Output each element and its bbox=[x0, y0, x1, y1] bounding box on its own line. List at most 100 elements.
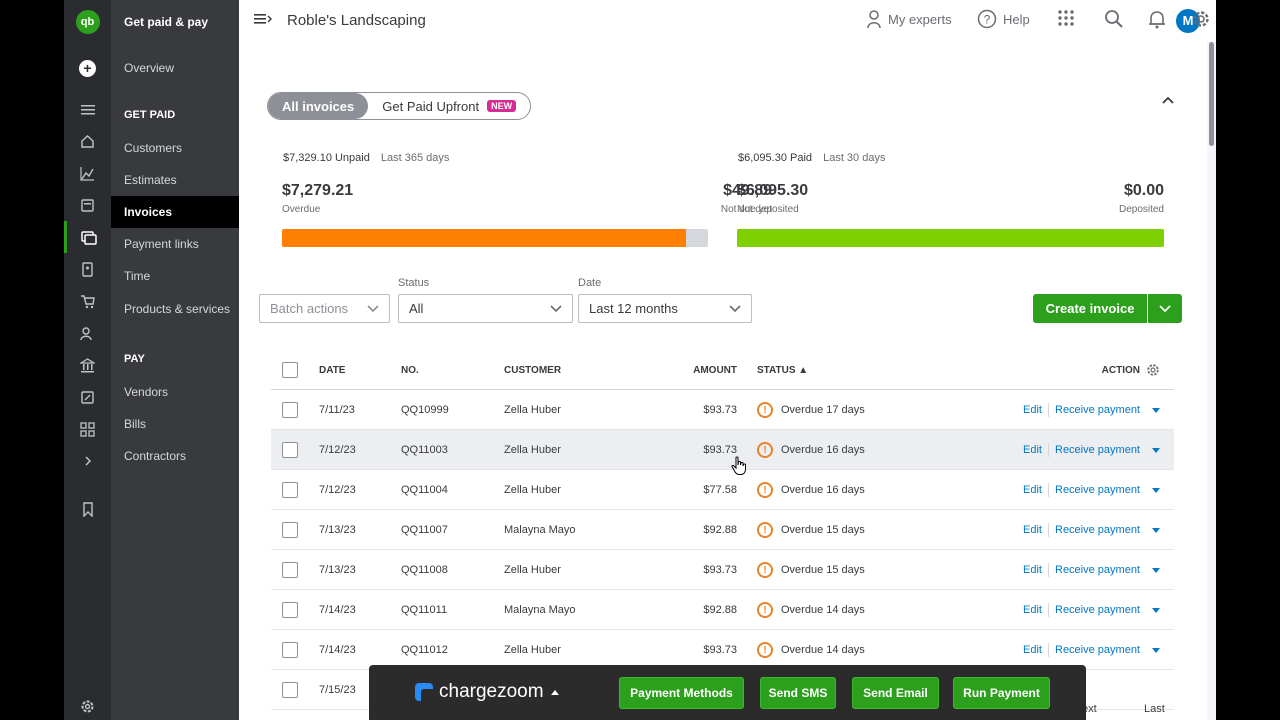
bank-icon[interactable] bbox=[64, 349, 111, 381]
bookmark-icon[interactable] bbox=[64, 493, 111, 525]
receive-payment-link[interactable]: Receive payment bbox=[1055, 484, 1140, 496]
send-sms-button[interactable]: Send SMS bbox=[760, 677, 836, 709]
nav-item-time[interactable]: Time bbox=[124, 269, 151, 283]
more-actions-caret-icon[interactable] bbox=[1152, 487, 1160, 493]
collapse-nav-icon[interactable] bbox=[254, 12, 272, 31]
reports-icon[interactable] bbox=[64, 157, 111, 189]
my-experts-button[interactable]: My experts bbox=[866, 9, 952, 29]
overdue-warning-icon: ! bbox=[757, 442, 773, 458]
create-invoice-menu-button[interactable] bbox=[1148, 294, 1182, 323]
select-all-checkbox[interactable] bbox=[282, 350, 298, 390]
receive-payment-link[interactable]: Receive payment bbox=[1055, 404, 1140, 416]
nav-item-bills[interactable]: Bills bbox=[124, 417, 147, 431]
nav-item-customers[interactable]: Customers bbox=[124, 141, 183, 155]
get-paid-icon[interactable] bbox=[64, 221, 111, 253]
paid-progress-bar[interactable] bbox=[737, 229, 1164, 247]
row-checkbox[interactable] bbox=[282, 430, 298, 470]
chevron-right-icon[interactable] bbox=[64, 445, 111, 477]
quickbooks-logo-icon[interactable]: qb bbox=[64, 6, 111, 38]
unpaid-progress-bar[interactable] bbox=[282, 229, 708, 247]
accounting-icon[interactable] bbox=[64, 189, 111, 221]
receive-payment-link[interactable]: Receive payment bbox=[1055, 604, 1140, 616]
apps-grid-icon[interactable] bbox=[1057, 9, 1075, 27]
row-checkbox[interactable] bbox=[282, 510, 298, 550]
payment-methods-button[interactable]: Payment Methods bbox=[619, 677, 744, 709]
more-actions-caret-icon[interactable] bbox=[1152, 407, 1160, 413]
edit-link[interactable]: Edit bbox=[1023, 484, 1042, 496]
table-row[interactable]: 7/11/23 QQ10999 Zella Huber $93.73 ! Ove… bbox=[271, 390, 1174, 430]
tab-get-paid-upfront[interactable]: Get Paid Upfront NEW bbox=[368, 93, 530, 119]
date-filter-dropdown[interactable]: Last 12 months bbox=[578, 294, 752, 323]
nav-item-estimates[interactable]: Estimates bbox=[124, 173, 177, 187]
nav-item-products-services[interactable]: Products & services bbox=[124, 302, 231, 316]
status-filter-dropdown[interactable]: All bbox=[398, 294, 573, 323]
more-actions-caret-icon[interactable] bbox=[1152, 527, 1160, 533]
create-new-icon[interactable]: + bbox=[64, 52, 111, 84]
notifications-bell-icon[interactable] bbox=[1148, 9, 1166, 29]
table-settings-gear-icon[interactable] bbox=[1146, 363, 1160, 377]
column-status[interactable]: STATUS ▲ bbox=[757, 364, 809, 376]
scrollbar-thumb[interactable] bbox=[1209, 42, 1214, 146]
send-email-button[interactable]: Send Email bbox=[852, 677, 939, 709]
table-row[interactable]: 7/12/23 QQ11004 Zella Huber $77.58 ! Ove… bbox=[271, 470, 1174, 510]
settings-icon[interactable] bbox=[1191, 9, 1211, 34]
column-date[interactable]: DATE bbox=[319, 364, 346, 376]
receive-payment-link[interactable]: Receive payment bbox=[1055, 444, 1140, 456]
person-icon bbox=[867, 10, 881, 29]
create-invoice-button[interactable]: Create invoice bbox=[1033, 294, 1147, 323]
apps-icon[interactable] bbox=[64, 413, 111, 445]
tab-all-invoices[interactable]: All invoices bbox=[268, 93, 369, 119]
menu-icon[interactable] bbox=[64, 94, 111, 126]
chevron-up-icon[interactable] bbox=[1161, 92, 1175, 110]
edit-link[interactable]: Edit bbox=[1023, 444, 1042, 456]
cart-icon[interactable] bbox=[64, 285, 111, 317]
people-icon[interactable] bbox=[64, 317, 111, 349]
receive-payment-link[interactable]: Receive payment bbox=[1055, 644, 1140, 656]
more-actions-caret-icon[interactable] bbox=[1152, 607, 1160, 613]
nav-item-contractors[interactable]: Contractors bbox=[124, 449, 187, 463]
edit-link[interactable]: Edit bbox=[1023, 604, 1042, 616]
row-checkbox[interactable] bbox=[282, 390, 298, 430]
table-row[interactable]: 7/13/23 QQ11007 Malayna Mayo $92.88 ! Ov… bbox=[271, 510, 1174, 550]
column-no[interactable]: NO. bbox=[401, 364, 419, 376]
edit-link[interactable]: Edit bbox=[1023, 644, 1042, 656]
column-amount[interactable]: AMOUNT bbox=[693, 364, 737, 376]
row-checkbox[interactable] bbox=[282, 670, 298, 710]
settings-gear-icon[interactable] bbox=[64, 690, 111, 720]
row-checkbox[interactable] bbox=[282, 470, 298, 510]
page-scrollbar[interactable] bbox=[1207, 42, 1216, 720]
receive-payment-link[interactable]: Receive payment bbox=[1055, 564, 1140, 576]
table-row[interactable]: 7/12/23 QQ11003 Zella Huber $93.73 ! Ove… bbox=[271, 430, 1174, 470]
more-actions-caret-icon[interactable] bbox=[1152, 567, 1160, 573]
tax-icon[interactable] bbox=[64, 381, 111, 413]
nav-item-payment-links[interactable]: Payment links bbox=[124, 237, 199, 251]
pager-last-link[interactable]: Last bbox=[1144, 703, 1165, 715]
not-deposited-amount[interactable]: $6,095.30 bbox=[737, 182, 809, 199]
chargezoom-logo[interactable]: chargezoom bbox=[415, 681, 560, 703]
not-due-amount[interactable]: $49.89 bbox=[723, 182, 772, 199]
deposited-amount[interactable]: $0.00 bbox=[1123, 182, 1164, 199]
run-payment-button[interactable]: Run Payment bbox=[953, 677, 1050, 709]
edit-link[interactable]: Edit bbox=[1023, 404, 1042, 416]
row-checkbox[interactable] bbox=[282, 590, 298, 630]
nav-item-invoices[interactable]: Invoices bbox=[111, 196, 239, 228]
receive-payment-link[interactable]: Receive payment bbox=[1055, 524, 1140, 536]
search-icon[interactable] bbox=[1104, 9, 1124, 29]
home-icon[interactable] bbox=[64, 125, 111, 157]
payroll-icon[interactable] bbox=[64, 253, 111, 285]
overdue-amount[interactable]: $7,279.21 bbox=[282, 182, 354, 199]
table-row[interactable]: 7/13/23 QQ11008 Zella Huber $93.73 ! Ove… bbox=[271, 550, 1174, 590]
nav-item-vendors[interactable]: Vendors bbox=[124, 385, 169, 399]
edit-link[interactable]: Edit bbox=[1023, 564, 1042, 576]
edit-link[interactable]: Edit bbox=[1023, 524, 1042, 536]
batch-actions-dropdown[interactable]: Batch actions bbox=[259, 294, 390, 323]
nav-item-overview[interactable]: Overview bbox=[124, 61, 175, 75]
more-actions-caret-icon[interactable] bbox=[1152, 647, 1160, 653]
table-row[interactable]: 7/14/23 QQ11011 Malayna Mayo $92.88 ! Ov… bbox=[271, 590, 1174, 630]
table-row[interactable]: 7/14/23 QQ11012 Zella Huber $93.73 ! Ove… bbox=[271, 630, 1174, 670]
more-actions-caret-icon[interactable] bbox=[1152, 447, 1160, 453]
row-checkbox[interactable] bbox=[282, 630, 298, 670]
row-checkbox[interactable] bbox=[282, 550, 298, 590]
column-customer[interactable]: CUSTOMER bbox=[504, 364, 562, 376]
help-button[interactable]: ? Help bbox=[977, 9, 1030, 29]
